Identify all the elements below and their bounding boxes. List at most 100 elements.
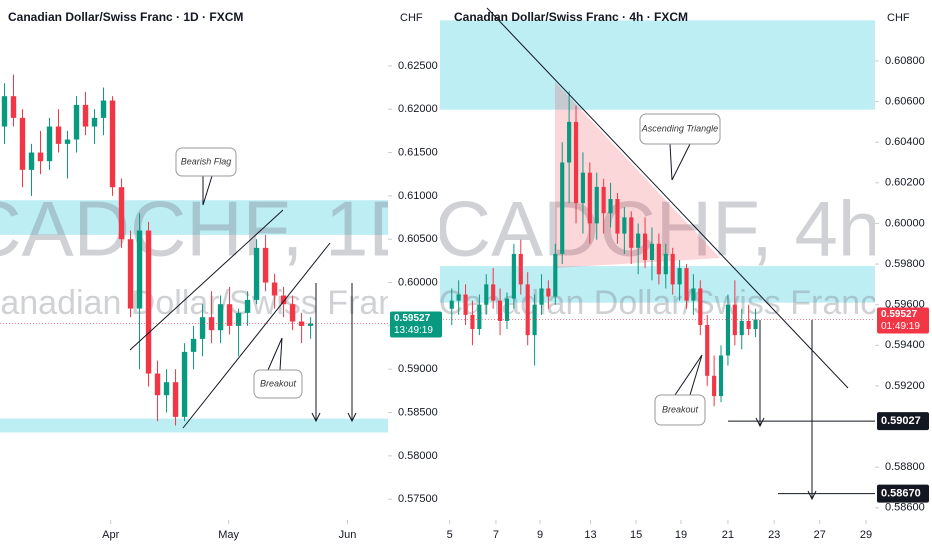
y-tick-label: 0.60800 [885, 55, 925, 67]
candle-body [532, 304, 537, 336]
y-tick-label: 0.58500 [398, 406, 438, 418]
candle-body [477, 304, 482, 330]
candle-body [649, 243, 655, 260]
candle-body [656, 243, 661, 275]
candle-body [217, 304, 224, 331]
candle-body [601, 186, 606, 214]
x-tick-label: 29 [860, 529, 872, 541]
x-tick-label: 19 [675, 529, 687, 541]
candle-body [298, 321, 305, 326]
chart-title: Canadian Dollar/Swiss Franc · 1D · FXCM [8, 10, 243, 24]
x-tick-label: 23 [768, 529, 780, 541]
axis-panel [875, 0, 932, 550]
candle-body [456, 294, 461, 301]
candle-body [491, 284, 496, 301]
candle-body [154, 373, 161, 396]
x-tick-label: 5 [447, 529, 453, 541]
last-price-label: 0.59527 [394, 313, 431, 324]
y-tick-label: 0.58800 [885, 461, 925, 473]
y-tick-label: 0.57500 [398, 493, 438, 505]
trend-line [486, 7, 849, 389]
candle-body [208, 317, 215, 331]
candle-body [163, 382, 170, 396]
x-tick-label: Apr [102, 529, 119, 541]
candle-body [677, 268, 682, 285]
candle-body [746, 320, 751, 330]
candle-body [511, 253, 516, 299]
candle-body [118, 187, 125, 240]
candle-body [546, 288, 551, 297]
y-tick-label: 0.60000 [885, 217, 925, 229]
callout-box [253, 369, 303, 399]
arrow-head [311, 412, 321, 423]
candle-body [470, 314, 475, 330]
x-tick-label: May [218, 529, 239, 541]
candle-body [560, 162, 565, 254]
candle-body [28, 152, 35, 170]
zone [0, 200, 388, 235]
y-tick-label: 0.60000 [398, 276, 438, 288]
candle-body [629, 217, 634, 248]
x-tick-label: 7 [493, 529, 499, 541]
y-tick-label: 0.58600 [885, 502, 925, 514]
zone [0, 418, 388, 433]
axis-panel [388, 0, 440, 550]
countdown-label: 13:49:19 [394, 325, 433, 336]
candle-body [718, 355, 724, 397]
candle-body [1, 96, 8, 127]
x-tick-label: Jun [339, 529, 357, 541]
candle-body [608, 199, 613, 214]
watermark-name: Canadian Dollar/Swiss Franc [0, 284, 414, 322]
callout-pointer [267, 337, 283, 371]
x-tick-label: 9 [537, 529, 543, 541]
zone [440, 20, 875, 110]
drawings [129, 7, 849, 501]
candle-body [172, 382, 179, 417]
candle-body [498, 300, 503, 321]
callout-pointer [674, 354, 703, 396]
candle-body [181, 351, 188, 417]
candle-body [691, 288, 696, 301]
candle-body [636, 233, 641, 248]
x-tick-label: 27 [814, 529, 826, 541]
candle-body [587, 172, 592, 224]
candle-body [484, 284, 489, 305]
chart-title: Canadian Dollar/Swiss Franc · 4h · FXCM [454, 10, 688, 24]
candle-body [109, 100, 116, 188]
candle-body [567, 121, 572, 163]
x-tick-label: 13 [584, 529, 596, 541]
candle-body [82, 104, 89, 127]
channel-line [182, 242, 331, 429]
candle-body [226, 304, 233, 326]
candle-body [684, 268, 689, 301]
annotation: Breakout [662, 404, 699, 414]
candle-body [573, 121, 579, 204]
callout-pointer [669, 143, 691, 181]
candle-body [100, 100, 107, 118]
target-label: 0.59027 [881, 415, 921, 427]
candle-body [127, 239, 134, 309]
candle-body [262, 247, 269, 283]
last-price-box [390, 311, 442, 338]
candle-body [55, 126, 62, 144]
annotation: Breakout [260, 378, 297, 388]
target-label-box [877, 412, 929, 431]
callout-pointer [202, 175, 213, 206]
candle-body [463, 294, 468, 315]
y-tick-label: 0.59200 [885, 380, 925, 392]
y-tick-label: 0.59800 [885, 258, 925, 270]
candle-body [280, 295, 287, 305]
target-label: 0.58670 [881, 488, 921, 500]
candle-body [253, 247, 260, 300]
candle-body [289, 304, 296, 322]
candle-body [525, 284, 530, 336]
callout-box [175, 147, 237, 177]
candle-body [235, 312, 242, 326]
candle-body [615, 199, 620, 234]
candle-body [136, 230, 143, 309]
y-tick-label: 0.61000 [398, 190, 438, 202]
arrow-head [347, 412, 357, 423]
y-tick-label: 0.60500 [398, 233, 438, 245]
last-price-label: 0.59527 [881, 309, 918, 320]
x-tick-label: 15 [630, 529, 642, 541]
